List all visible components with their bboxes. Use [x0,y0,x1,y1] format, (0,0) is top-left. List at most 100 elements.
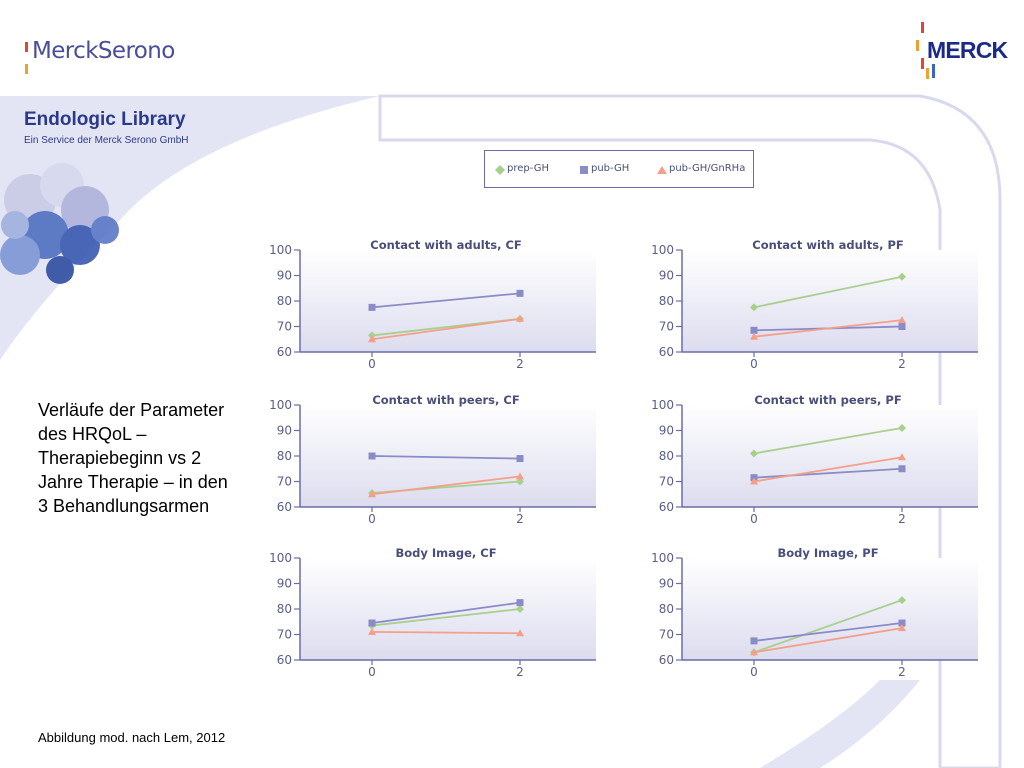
data-point-square [750,326,758,334]
y-tick-label: 80 [277,602,292,616]
x-tick-label: 2 [516,357,524,371]
y-tick-label: 90 [659,424,674,438]
series-line-pub-gh-gnrha [753,456,903,483]
data-point-square [368,619,376,627]
chart-legend: prep-GH pub-GH pub-GH/GnRHa [484,150,754,188]
chart-panel-contact-adults-cf: 60 70 80 90 100 0 2 Contact with adults, CF [266,236,596,376]
x-tick-label: 0 [368,665,376,679]
y-tick-label: 100 [651,551,674,565]
y-tick-label: 100 [269,398,292,412]
library-title: Endologic Library [24,109,186,130]
y-tick-label: 100 [269,551,292,565]
chart-panel-contact-adults-pf: 60 70 80 90 100 0 2 Contact with adults, PF [648,236,978,376]
series-line-pub-gh-gnrha [371,631,521,635]
y-tick-label: 80 [277,449,292,463]
x-tick-label: 0 [368,512,376,526]
y-tick-label: 60 [659,500,674,514]
chart-title: Contact with adults, CF [370,238,522,252]
series-line-pub-gh [371,292,521,309]
series-line-pub-gh-gnrha [371,317,521,341]
x-tick-label: 2 [898,357,906,371]
triangle-marker-icon [657,166,667,174]
data-point-square [516,599,524,607]
x-tick-label: 0 [368,357,376,371]
legend-label: pub-GH/GnRHa [669,163,746,174]
series-line-prep-gh [371,608,521,627]
x-tick-label: 0 [750,512,758,526]
y-tick-label: 100 [651,243,674,257]
series-line-pub-gh [371,455,521,460]
data-point-triangle [898,624,906,632]
data-point-diamond [898,272,906,281]
data-point-triangle [516,629,524,637]
background-swoosh-bottom [760,680,920,768]
series-line-pub-gh-gnrha [371,475,521,496]
y-tick-label: 80 [659,449,674,463]
chart-svg: 60 70 80 90 100 0 2 Contact with adults, PF [651,238,978,371]
x-tick-label: 2 [898,512,906,526]
chart-svg: 60 70 80 90 100 0 2 Contact with peers, CF [269,393,596,526]
slide-caption: Verläufe der Parameter des HRQoL – Thera… [38,398,268,518]
x-tick-label: 2 [516,665,524,679]
data-point-diamond [516,605,524,613]
caption-line: Therapiebeginn vs 2 [38,448,202,468]
y-tick-label: 90 [277,424,292,438]
y-tick-label: 80 [277,294,292,308]
caption-line: Verläufe der Parameter [38,400,225,420]
data-point-triangle [750,648,758,656]
data-point-triangle [750,477,758,485]
caption-line: 3 Behandlungsarmen [38,496,210,516]
chart-svg: 60 70 80 90 100 0 2 Body Image, CF [269,546,596,679]
plot-background [300,558,596,660]
series-line-prep-gh [753,427,903,455]
diamond-marker-icon [495,165,505,175]
data-point-square [516,455,524,463]
x-tick-label: 0 [750,357,758,371]
y-tick-label: 100 [651,398,674,412]
library-subtitle: Ein Service der Merck Serono GmbH [24,135,189,146]
y-tick-label: 60 [659,653,674,667]
data-point-triangle [368,627,376,635]
series-line-pub-gh-gnrha [753,627,903,654]
chart-panel-contact-peers-cf: 60 70 80 90 100 0 2 Contact with peers, CF [266,391,596,531]
merck-wordmark: MERCK [927,37,1008,63]
series-line-pub-gh [371,601,521,624]
chart-title: Body Image, PF [777,546,878,560]
y-tick-label: 60 [659,345,674,359]
chart-panel-body-image-pf: 60 70 80 90 100 0 2 Body Image, PF [648,544,978,684]
caption-line: des HRQoL – [38,424,147,444]
y-tick-label: 70 [277,320,292,334]
chart-title: Contact with peers, PF [754,393,901,407]
y-tick-label: 90 [659,269,674,283]
background-swoosh-left [0,96,380,360]
merck-mark-icon [916,22,935,79]
data-point-triangle [516,314,524,322]
plot-background [300,405,596,507]
data-point-diamond [516,477,524,486]
series-line-pub-gh [753,467,903,479]
data-point-square [516,289,524,297]
data-point-triangle [368,490,376,498]
series-line-prep-gh [753,599,903,654]
data-point-triangle [368,335,376,343]
data-point-square [898,465,906,473]
chart-title: Body Image, CF [395,546,496,560]
chart-panel-body-image-cf: 60 70 80 90 100 0 2 Body Image, CF [266,544,596,684]
legend-label: pub-GH [591,163,630,174]
y-tick-label: 70 [277,628,292,642]
data-point-triangle [898,316,906,324]
chart-svg: 60 70 80 90 100 0 2 Contact with peers, PF [651,393,978,526]
chart-title: Contact with peers, CF [372,393,519,407]
series-line-pub-gh-gnrha [753,319,903,338]
y-tick-label: 90 [277,269,292,283]
molecule-image [0,163,119,284]
x-tick-label: 2 [898,665,906,679]
y-tick-label: 60 [277,500,292,514]
y-tick-label: 100 [269,243,292,257]
data-point-square [750,637,758,645]
y-tick-label: 60 [277,345,292,359]
data-point-square [368,303,376,311]
data-point-square [368,452,376,460]
data-point-square [898,619,906,627]
data-point-triangle [516,472,524,480]
